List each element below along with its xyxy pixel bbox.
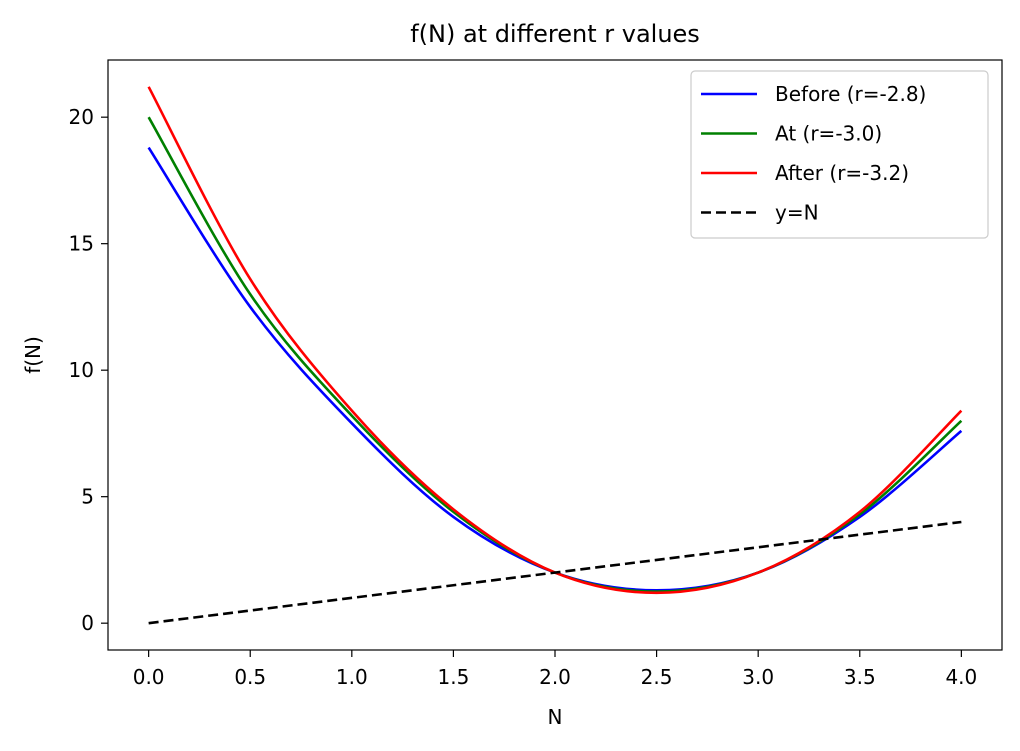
x-tick-label: 3.5: [844, 665, 876, 689]
y-tick-label: 15: [69, 232, 94, 256]
y-tick-label: 5: [81, 485, 94, 509]
x-tick-label: 0.0: [133, 665, 165, 689]
legend-label: After (r=-3.2): [775, 161, 909, 185]
plot-lines: [147, 86, 963, 625]
x-tick-label: 4.0: [945, 665, 977, 689]
plot-frame: [107, 59, 1003, 651]
y-tick-label: 0: [81, 611, 94, 635]
x-tick-label: 0.5: [234, 665, 266, 689]
y-axis-label: f(N): [21, 336, 45, 374]
x-tick-label: 1.5: [438, 665, 470, 689]
x-tick-label: 2.0: [539, 665, 571, 689]
series-line-2: [147, 86, 963, 595]
x-tick-label: 1.0: [336, 665, 368, 689]
x-tick-label: 2.5: [641, 665, 673, 689]
y-tick-label: 10: [69, 358, 94, 382]
legend-box: [690, 70, 989, 239]
x-axis-label: N: [548, 705, 563, 729]
series-line-3: [148, 520, 962, 625]
y-tick-label: 20: [69, 105, 94, 129]
chart-title: f(N) at different r values: [410, 20, 700, 48]
x-axis: 0.0 0.5 1.0 1.5 2.0 2.5 3.0 3.5 4.0: [133, 650, 977, 689]
legend-label: y=N: [775, 201, 819, 225]
y-axis: 0 5 10 15 20: [69, 105, 108, 635]
legend-label: At (r=-3.0): [775, 122, 882, 146]
x-tick-label: 3.0: [742, 665, 774, 689]
legend: Before (r=-2.8) At (r=-3.0) After (r=-3.2)…: [690, 70, 989, 239]
legend-label: Before (r=-2.8): [775, 82, 926, 106]
